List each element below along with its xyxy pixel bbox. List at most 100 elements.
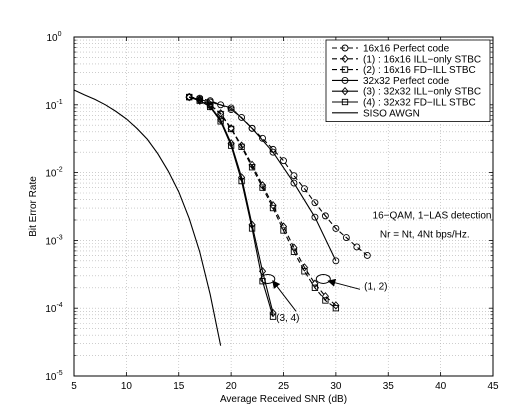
series-3-point [227, 104, 235, 112]
series-0-point [342, 234, 350, 242]
series-1-point [321, 292, 329, 301]
annotation-arrow [272, 280, 297, 312]
series-3-point [206, 98, 214, 106]
series-2-point [311, 284, 319, 291]
legend-marker-2 [341, 66, 349, 73]
series-5-point [196, 97, 203, 104]
legend-marker-5 [341, 98, 349, 106]
tick-layer: 5 10 15 20 25 30 35 40 45 100 10-1 10-2 10-3 10-4 10-5 [45, 31, 499, 392]
x-tick-label: 30 [330, 381, 342, 392]
y-tick-label: 10-1 [45, 99, 62, 112]
series-5-point [227, 142, 235, 149]
series-4-point [258, 267, 267, 276]
x-tick-label: 45 [487, 381, 499, 392]
series-4-point [248, 220, 256, 229]
y-axis-label: Bit Error Rate [28, 176, 39, 237]
series-0-point [269, 145, 277, 153]
series-5-point [248, 225, 256, 232]
series-2-point [280, 227, 287, 234]
legend-marker-1 [341, 54, 349, 63]
x-tick-label: 40 [435, 381, 447, 392]
series-2-point [238, 143, 245, 150]
series-0-point [363, 251, 371, 259]
series-3-point [332, 257, 340, 265]
series-5-point [217, 118, 224, 125]
series-2-point [322, 297, 329, 304]
series-5-point [186, 93, 193, 101]
legend-label-2: (2) : 16x16 FD−ILL STBC [363, 65, 476, 76]
legend-label-4: (3) : 32x32 ILL−only STBC [363, 87, 481, 98]
series-2-point [290, 248, 298, 255]
series-1-point [290, 243, 298, 252]
series-0-point [332, 225, 340, 232]
series-4-point [269, 308, 277, 318]
legend-label-1: (1) : 16x16 ILL−only STBC [363, 54, 481, 65]
series-4-point [227, 139, 235, 148]
grid [74, 37, 493, 376]
series-line-6 [73, 89, 222, 346]
series-4-point [238, 173, 246, 182]
series-3-point [311, 213, 319, 221]
series-3-point [269, 148, 277, 156]
series-0-point [280, 157, 287, 165]
series-2-point [259, 184, 266, 191]
series-5-point [238, 177, 245, 185]
series-0-point [217, 101, 225, 109]
series-3-point [248, 124, 256, 132]
legend-label-3: 32x32 Perfect code [363, 76, 450, 87]
x-tick-label: 25 [278, 381, 290, 392]
series-2-point [227, 125, 235, 133]
x-tick-label: 20 [226, 381, 238, 392]
legend-marker-4 [341, 87, 349, 96]
x-axis-label: Average Received SNR (dB) [220, 394, 347, 405]
series-0-point [259, 134, 266, 142]
series-1-point [279, 222, 288, 231]
annotation-arrow [327, 278, 361, 290]
series-line-2 [189, 96, 337, 309]
annotation-text: Nr = Nt, 4Nt bps/Hz. [380, 230, 470, 241]
annotation-text: (3, 4) [276, 313, 299, 324]
series-0-point [311, 199, 319, 207]
legend-label-6: SISO AWGN [363, 108, 420, 119]
series-4-point [196, 96, 204, 105]
legend-label-5: (4) : 32x32 FD−ILL STBC [363, 98, 476, 109]
series-4-point [185, 92, 193, 102]
series-1-point [332, 301, 340, 310]
legend-marker-0 [341, 44, 349, 52]
series-1-point [248, 160, 256, 170]
annotation-layer: 16−QAM, 1−LAS detection Nr = Nt, 4Nt bps/… [260, 211, 492, 324]
series-5-point [207, 103, 214, 111]
series-2-point [301, 268, 308, 275]
marker-layer [185, 92, 371, 320]
y-tick-label: 10-2 [45, 167, 62, 180]
legend-label-0: 16x16 Perfect code [363, 44, 450, 55]
series-1-point [311, 279, 319, 288]
series-line-5 [189, 96, 274, 317]
series-3-point [290, 179, 298, 187]
series-2-point [332, 305, 340, 312]
y-tick-label: 10-4 [45, 302, 62, 315]
y-tick-label: 10-3 [45, 234, 62, 247]
annotation-text: (1, 2) [364, 281, 387, 292]
series-0-point [238, 114, 246, 121]
x-tick-label: 35 [383, 381, 395, 392]
series-0-point [290, 172, 298, 180]
x-tick-label: 15 [173, 381, 185, 392]
legend: 16x16 Perfect code(1) : 16x16 ILL−only S… [325, 39, 491, 122]
series-1-point [269, 201, 277, 210]
y-tick-label: 10-5 [45, 370, 62, 383]
series-5-point [269, 313, 277, 320]
series-0-point [321, 212, 329, 220]
series-1-point [300, 263, 309, 272]
series-line-3 [189, 96, 337, 262]
annotation-text: 16−QAM, 1−LAS detection [373, 211, 492, 222]
series-2-point [269, 204, 277, 212]
series-1-point [258, 181, 267, 190]
series-0-point [301, 185, 308, 193]
series-5-point [259, 278, 266, 285]
x-tick-label: 10 [121, 381, 133, 392]
annotation-ellipse [260, 273, 276, 284]
x-tick-label: 5 [71, 381, 77, 392]
series-1-point [206, 100, 214, 109]
